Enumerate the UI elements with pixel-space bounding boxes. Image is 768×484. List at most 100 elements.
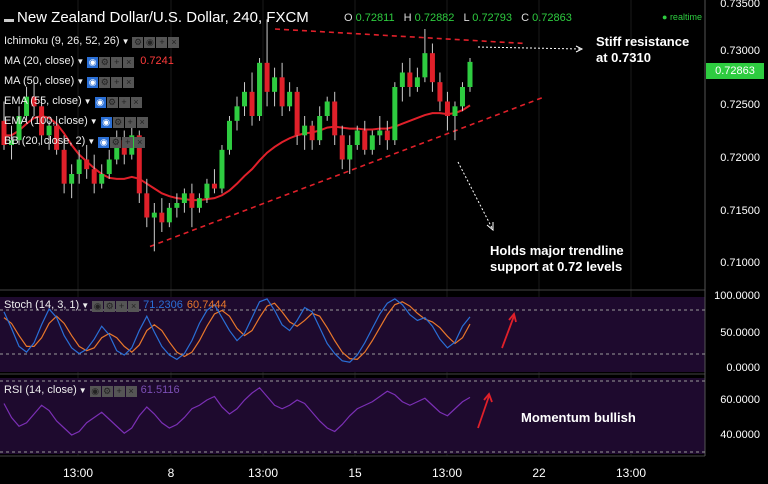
settings-icon[interactable]: ⚙ xyxy=(99,57,111,68)
add-icon[interactable]: + xyxy=(118,97,130,108)
x-tick: 15 xyxy=(348,466,362,480)
x-tick: 13:00 xyxy=(431,466,463,480)
rsi-label: RSI (14, close) xyxy=(4,384,77,396)
candle-body xyxy=(399,72,405,87)
add-icon[interactable]: + xyxy=(124,117,136,128)
annotation-line: at 0.7310 xyxy=(596,50,651,65)
candle-body xyxy=(459,87,465,107)
candle-body xyxy=(31,96,37,107)
settings-icon[interactable]: ⚙ xyxy=(110,137,122,148)
candle-body xyxy=(39,106,45,136)
candle-body xyxy=(287,91,293,107)
dropdown-icon[interactable]: ▼ xyxy=(121,37,130,46)
visibility-icon[interactable]: ◉ xyxy=(94,97,106,108)
visibility-icon[interactable]: ◉ xyxy=(89,386,101,397)
dropdown-icon[interactable]: ▼ xyxy=(87,137,96,146)
close-icon[interactable]: × xyxy=(136,117,148,128)
candle-body xyxy=(294,91,300,136)
realtime-badge: ● realtime xyxy=(662,12,702,22)
close-icon[interactable]: × xyxy=(128,301,140,312)
add-icon[interactable]: + xyxy=(111,77,123,88)
candle-body xyxy=(76,159,82,174)
settings-icon[interactable]: ⚙ xyxy=(106,97,118,108)
settings-icon[interactable]: ⚙ xyxy=(132,37,144,48)
close-icon[interactable]: × xyxy=(134,137,146,148)
annotation-line: support at 0.72 levels xyxy=(490,259,623,274)
trendlines xyxy=(149,28,546,248)
dropdown-icon[interactable]: ▼ xyxy=(89,117,98,126)
candle-body xyxy=(106,159,112,174)
settings-icon[interactable]: ⚙ xyxy=(99,77,111,88)
candle-body xyxy=(211,183,217,189)
visibility-icon[interactable]: ◉ xyxy=(92,301,104,312)
rsi-tick: 60.0000 xyxy=(720,394,760,406)
settings-icon[interactable]: ⚙ xyxy=(104,301,116,312)
indicator-label: BB (20, close, 2) xyxy=(4,135,86,147)
indicator-ema100[interactable]: EMA (100, close) ▼ ◉ ⚙ + × xyxy=(4,115,148,128)
stoch-d-line xyxy=(3,301,471,360)
candle-body xyxy=(1,120,7,145)
settings-icon[interactable]: ⚙ xyxy=(112,117,124,128)
indicator-bb[interactable]: BB (20, close, 2) ▼ ◉ ⚙ + × xyxy=(4,135,146,148)
realtime-label: realtime xyxy=(669,12,702,22)
close-value: 0.72863 xyxy=(532,12,572,24)
candle-body xyxy=(429,53,435,83)
rsi-value: 61.5116 xyxy=(140,384,180,396)
candle-body xyxy=(467,61,473,87)
dropdown-icon[interactable]: ▼ xyxy=(83,97,92,106)
add-icon[interactable]: + xyxy=(122,137,134,148)
open-label: O xyxy=(344,12,353,24)
indicator-label: EMA (55, close) xyxy=(4,95,82,107)
x-tick: 13:00 xyxy=(247,466,279,480)
stoch-tick: 100.0000 xyxy=(714,290,760,302)
stoch-d-value: 60.7444 xyxy=(186,299,227,311)
price-tick: 0.72000 xyxy=(720,152,760,164)
candle-body xyxy=(166,207,172,223)
candle-body xyxy=(422,53,428,78)
close-icon[interactable]: × xyxy=(125,386,137,397)
visibility-icon[interactable]: ◉ xyxy=(87,57,99,68)
indicator-ma50[interactable]: MA (50, close) ▼ ◉ ⚙ + × xyxy=(4,75,135,88)
visibility-icon[interactable]: ◉ xyxy=(98,137,110,148)
add-icon[interactable]: + xyxy=(116,301,128,312)
settings-icon[interactable]: ⚙ xyxy=(101,386,113,397)
close-icon[interactable]: × xyxy=(130,97,142,108)
stoch-k-line xyxy=(3,298,471,363)
close-icon[interactable]: × xyxy=(168,37,180,48)
add-icon[interactable]: + xyxy=(111,57,123,68)
candle-body xyxy=(362,130,368,150)
dropdown-icon[interactable]: ▼ xyxy=(76,57,85,66)
rsi-line xyxy=(3,386,471,436)
candle-body xyxy=(219,149,225,189)
dropdown-icon[interactable]: ▼ xyxy=(78,386,87,395)
candle-body xyxy=(257,62,263,116)
dropdown-icon[interactable]: ▼ xyxy=(81,301,90,310)
indicator-ma20[interactable]: MA (20, close) ▼ ◉ ⚙ + × 0.7241 xyxy=(4,55,174,68)
visibility-icon[interactable]: ◉ xyxy=(100,117,112,128)
candle-body xyxy=(151,212,157,218)
high-label: H xyxy=(403,12,412,24)
stoch-legend[interactable]: Stoch (14, 3, 1) ▼ ◉ ⚙ + × 71.2306 60.7444 xyxy=(4,299,227,312)
visibility-icon[interactable]: ◉ xyxy=(87,77,99,88)
add-icon[interactable]: + xyxy=(113,386,125,397)
candle-body xyxy=(272,77,278,92)
candle-body xyxy=(226,120,232,150)
indicator-ichimoku[interactable]: Ichimoku (9, 26, 52, 26) ▼ ⚙ ◉ + × xyxy=(4,35,180,48)
rsi-tick: 40.0000 xyxy=(720,429,760,441)
close-icon[interactable]: × xyxy=(123,77,135,88)
indicator-ema55[interactable]: EMA (55, close) ▼ ◉ ⚙ + × xyxy=(4,95,142,108)
indicator-label: MA (20, close) xyxy=(4,55,75,67)
candles xyxy=(1,19,473,252)
visibility-icon[interactable]: ◉ xyxy=(144,37,156,48)
candle-body xyxy=(204,183,210,199)
annotation-line: Stiff resistance xyxy=(596,34,690,49)
close-icon[interactable]: × xyxy=(123,57,135,68)
chart-title: ▬ New Zealand Dollar/U.S. Dollar, 240, FX… xyxy=(4,9,309,26)
add-icon[interactable]: + xyxy=(156,37,168,48)
candle-body xyxy=(392,87,398,141)
rsi-legend[interactable]: RSI (14, close) ▼ ◉ ⚙ + × 61.5116 xyxy=(4,384,180,397)
dropdown-icon[interactable]: ▼ xyxy=(76,77,85,86)
collapse-icon[interactable]: ▬ xyxy=(4,14,14,25)
candle-body xyxy=(61,149,67,184)
candle-body xyxy=(369,135,375,150)
